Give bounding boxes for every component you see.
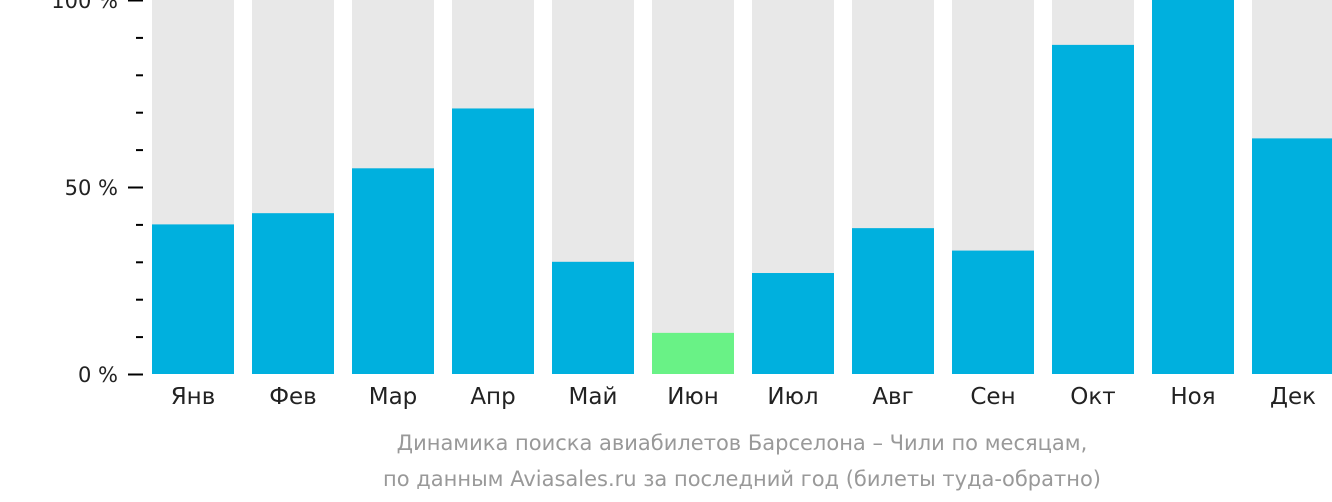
bar — [452, 108, 534, 375]
bar-chart: 0 % 50 % 100 % Янв Фев Мар Апр Май Июн Июл Авг Сен… — [51, 0, 1332, 410]
chart-caption-line2: по данным Aviasales.ru за последний год … — [383, 467, 1101, 491]
x-tick-label: Сен — [970, 384, 1015, 410]
bar — [352, 168, 434, 374]
bar — [1052, 44, 1134, 374]
x-tick-label: Июл — [767, 384, 818, 410]
x-axis-labels: Янв Фев Мар Апр Май Июн Июл Авг Сен Окт Ноя Дек — [171, 384, 1316, 410]
x-tick-label: Мар — [369, 384, 418, 410]
bar — [552, 261, 634, 374]
x-tick-label: Янв — [171, 384, 216, 410]
bar — [852, 228, 934, 374]
x-tick-label: Май — [569, 384, 618, 410]
bars — [152, 0, 1332, 375]
x-tick-label: Ноя — [1170, 384, 1215, 410]
y-tick-label: 50 % — [65, 176, 118, 200]
chart-caption-line1: Динамика поиска авиабилетов Барселона – … — [396, 431, 1088, 455]
bar — [252, 213, 334, 374]
bar-track — [652, 0, 734, 374]
x-tick-label: Июн — [667, 384, 719, 410]
y-axis: 0 % 50 % 100 % — [51, 0, 143, 387]
bar — [1252, 138, 1332, 374]
y-tick-label: 100 % — [51, 0, 118, 13]
bar-highlight — [652, 332, 734, 374]
bar — [152, 224, 234, 374]
x-tick-label: Авг — [872, 384, 913, 410]
bar — [952, 250, 1034, 374]
bar — [1152, 0, 1234, 374]
bar — [752, 273, 834, 374]
x-tick-label: Окт — [1070, 384, 1115, 410]
x-tick-label: Апр — [470, 384, 515, 410]
x-tick-label: Фев — [269, 384, 317, 410]
x-tick-label: Дек — [1270, 384, 1316, 410]
y-tick-label: 0 % — [78, 363, 118, 387]
